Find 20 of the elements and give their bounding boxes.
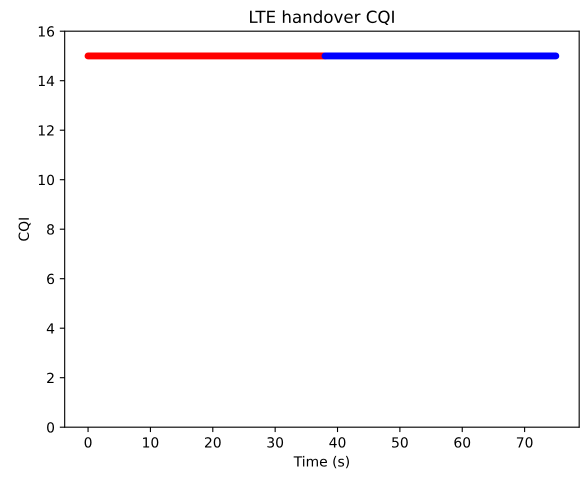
x-tick-label: 60	[454, 437, 470, 448]
y-tick-label: 0	[47, 422, 54, 433]
y-axis-title: CQI	[18, 218, 31, 241]
y-tick-label: 14	[38, 76, 54, 86]
y-tick-label: 10	[38, 174, 54, 186]
x-tick-label: 30	[267, 437, 284, 448]
x-tick-label: 40	[329, 437, 346, 448]
x-tick-label: 0	[84, 437, 92, 448]
y-tick-label: 4	[46, 323, 54, 334]
y-tick-label: 12	[38, 125, 54, 136]
y-tick-label: 2	[47, 372, 54, 383]
x-tick-label: 70	[516, 437, 533, 448]
x-tick-label: 20	[204, 437, 221, 448]
y-tick-label: 16	[38, 26, 54, 37]
y-tick-label: 8	[47, 224, 54, 235]
x-tick-label: 10	[143, 437, 158, 448]
y-tick-label: 6	[47, 274, 54, 284]
chart-title: LTE handover CQI	[250, 10, 394, 26]
x-axis-title: Time (s)	[294, 456, 349, 468]
x-tick-label: 50	[392, 437, 408, 448]
